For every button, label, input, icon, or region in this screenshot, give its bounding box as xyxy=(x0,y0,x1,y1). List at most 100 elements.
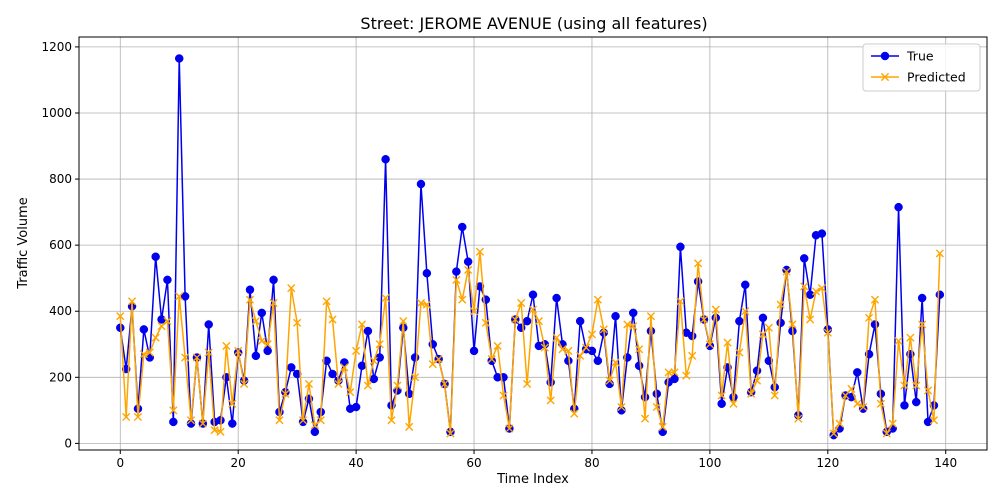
data-point-x xyxy=(670,368,679,377)
data-point-x xyxy=(145,348,154,357)
data-point-x xyxy=(735,348,744,357)
data-point-x xyxy=(835,419,844,428)
x-tick-label: 60 xyxy=(466,456,481,470)
data-point-x xyxy=(316,416,325,425)
data-point-x xyxy=(298,416,308,425)
x-tick-label: 100 xyxy=(698,456,721,470)
data-point-x xyxy=(475,247,485,256)
data-point-x xyxy=(935,249,944,258)
data-point-x xyxy=(599,325,608,334)
data-point-x xyxy=(275,416,284,425)
data-point-x xyxy=(912,381,921,390)
data-point-x xyxy=(434,355,443,364)
y-tick-label: 1000 xyxy=(41,106,72,120)
series-layer xyxy=(116,54,945,440)
data-point-x xyxy=(635,345,644,354)
data-point xyxy=(717,399,726,408)
x-tick-label: 140 xyxy=(934,456,957,470)
x-tick-label: 0 xyxy=(116,456,124,470)
data-point-x xyxy=(163,317,172,326)
legend-entry: True xyxy=(871,49,934,64)
data-point-x xyxy=(876,399,885,408)
data-point xyxy=(351,402,361,412)
data-point-x xyxy=(570,409,579,418)
data-point-x xyxy=(923,386,933,395)
data-point xyxy=(587,346,597,356)
data-point xyxy=(593,356,603,366)
data-point xyxy=(670,374,679,384)
plot-frame xyxy=(78,36,988,451)
data-point-x xyxy=(558,345,567,354)
data-point-x xyxy=(281,389,290,398)
data-point-x xyxy=(269,298,278,308)
data-point-x xyxy=(611,358,620,367)
data-point xyxy=(452,267,461,276)
data-point-x xyxy=(693,259,703,268)
data-point xyxy=(404,389,414,399)
data-point xyxy=(463,257,473,266)
data-point-x xyxy=(446,429,455,438)
grid-lines xyxy=(79,37,987,450)
legend-entry: Predicted xyxy=(871,70,966,85)
data-point xyxy=(522,316,532,326)
y-axis-label: Traffic Volume xyxy=(16,197,31,290)
legend-marker xyxy=(880,72,890,82)
y-tick-label: 400 xyxy=(49,304,72,318)
data-point xyxy=(151,252,160,261)
data-point-x xyxy=(293,318,302,327)
data-point xyxy=(776,318,785,328)
data-point-x xyxy=(806,315,815,324)
data-point-x xyxy=(534,317,543,326)
data-point xyxy=(263,346,272,356)
data-point-x xyxy=(405,422,414,431)
data-point xyxy=(357,361,367,370)
data-point-x xyxy=(287,284,296,293)
data-point-x xyxy=(198,419,207,428)
data-point-x xyxy=(399,317,408,326)
data-point-x xyxy=(151,333,160,342)
y-tick-label: 0 xyxy=(64,436,72,450)
data-point-x xyxy=(664,368,673,377)
data-point-x xyxy=(729,399,738,408)
data-point-x xyxy=(139,350,148,359)
data-point xyxy=(363,326,373,336)
data-point-x xyxy=(764,323,773,332)
data-point xyxy=(469,346,479,356)
data-point xyxy=(416,179,426,189)
data-point-x xyxy=(841,391,850,400)
data-point-x xyxy=(334,379,343,389)
data-point-x xyxy=(617,402,626,412)
data-point-x xyxy=(640,414,650,423)
data-point-x xyxy=(464,265,473,275)
data-point-x xyxy=(540,343,549,352)
data-point xyxy=(758,313,768,323)
y-tick-label: 800 xyxy=(49,172,72,186)
data-point-x xyxy=(776,300,785,309)
data-point xyxy=(245,285,255,295)
data-point-x xyxy=(263,340,272,349)
data-point xyxy=(634,361,644,370)
data-point-x xyxy=(788,320,797,329)
data-point-x xyxy=(770,391,779,400)
data-point-x xyxy=(870,295,880,304)
data-point-x xyxy=(251,317,260,326)
data-point xyxy=(180,292,190,301)
data-point-x xyxy=(122,412,131,422)
data-point-x xyxy=(782,267,791,276)
data-point-x xyxy=(829,429,838,438)
data-point xyxy=(169,417,178,427)
data-point-x xyxy=(192,353,202,362)
data-point xyxy=(817,229,827,238)
data-point-x xyxy=(918,320,927,329)
data-point-x xyxy=(369,356,378,365)
data-point-x xyxy=(794,414,803,423)
data-point-x xyxy=(116,312,125,321)
data-point xyxy=(269,275,278,285)
series-predicted xyxy=(116,247,944,438)
x-axis-label: Time Index xyxy=(496,472,569,487)
data-point-x xyxy=(581,343,591,352)
data-point-x xyxy=(440,379,449,389)
data-point-x xyxy=(741,307,750,316)
data-point-x xyxy=(387,416,396,425)
